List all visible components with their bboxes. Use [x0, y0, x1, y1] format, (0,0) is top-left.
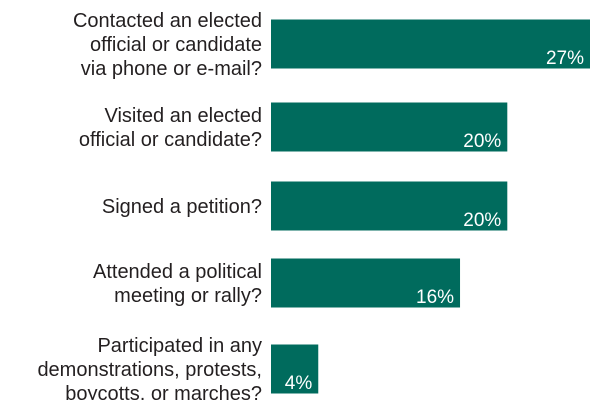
category-label-3-line-1: meeting or rally? — [114, 285, 262, 307]
category-label-3-line-0: Attended a political — [93, 261, 262, 283]
bar-4 — [271, 344, 319, 394]
category-label-0-line-2: via phone or e-mail? — [81, 58, 262, 80]
category-label-1: Visited an elected official or candidate? — [79, 105, 262, 151]
category-label-2: Signed a petition? — [102, 196, 262, 218]
category-label-4: Participated in any demonstrations, prote… — [37, 335, 262, 400]
category-label-0-line-1: official or candidate — [90, 34, 262, 56]
bar-2 — [271, 181, 508, 231]
category-label-0-line-0: Contacted an elected — [73, 10, 262, 32]
value-label-2: 20% — [463, 210, 501, 231]
category-label-4-line-0: Participated in any — [97, 335, 262, 357]
category-label-1-line-1: official or candidate? — [79, 129, 262, 151]
category-label-4-line-1: demonstrations, protests, — [37, 359, 262, 381]
category-label-2-line-0: Signed a petition? — [102, 196, 262, 218]
category-label-0: Contacted an elected official or candidat… — [73, 10, 262, 80]
value-label-0: 27% — [546, 48, 584, 69]
bar-3 — [271, 258, 461, 308]
value-label-3: 16% — [416, 287, 454, 308]
bar-0 — [271, 19, 590, 69]
bar-1 — [271, 102, 508, 152]
category-label-4-line-2: boycotts, or marches? — [65, 383, 262, 400]
value-label-1: 20% — [463, 131, 501, 152]
value-label-4: 4% — [285, 373, 313, 394]
category-label-1-line-0: Visited an elected — [104, 105, 262, 127]
category-label-3: Attended a political meeting or rally? — [93, 261, 262, 307]
